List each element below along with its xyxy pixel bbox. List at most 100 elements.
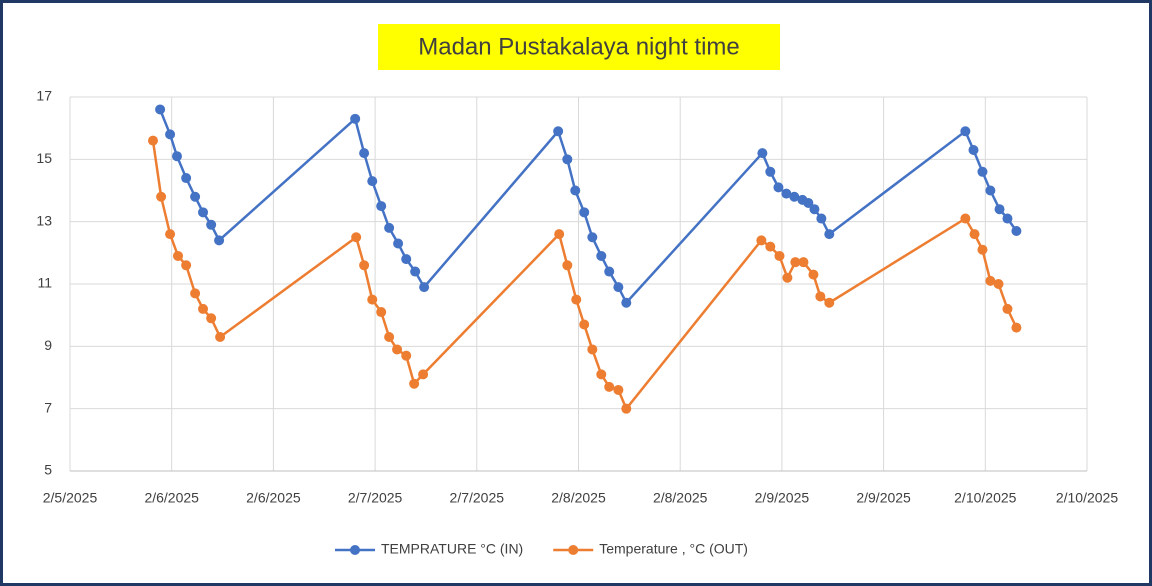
x-tick-label: 2/5/2025 xyxy=(43,490,98,506)
data-point xyxy=(171,151,182,162)
data-point xyxy=(419,282,430,293)
data-point xyxy=(570,185,581,196)
y-tick-label: 17 xyxy=(36,88,52,104)
data-point xyxy=(985,275,996,286)
x-tick-label: 2/9/2025 xyxy=(755,490,810,506)
data-point xyxy=(350,113,361,124)
data-point xyxy=(554,229,565,240)
data-point xyxy=(790,257,801,268)
data-point xyxy=(960,126,971,137)
y-tick-label: 7 xyxy=(44,399,52,415)
data-point xyxy=(587,344,598,355)
series xyxy=(147,135,1022,414)
data-point xyxy=(596,250,607,261)
data-point xyxy=(782,272,793,283)
x-tick-label: 2/7/2025 xyxy=(450,490,505,506)
data-point xyxy=(781,188,792,199)
data-point xyxy=(190,191,201,202)
data-point xyxy=(1002,213,1013,224)
y-tick-label: 11 xyxy=(37,275,52,291)
data-point xyxy=(803,197,814,208)
data-point xyxy=(418,369,429,380)
data-point xyxy=(155,104,166,115)
data-point xyxy=(376,201,387,212)
data-point xyxy=(410,266,421,277)
chart-title: Madan Pustakalaya night time xyxy=(418,33,740,60)
data-point xyxy=(773,182,784,193)
data-point xyxy=(198,303,209,314)
data-point xyxy=(392,344,403,355)
data-point xyxy=(816,213,827,224)
data-point xyxy=(384,331,395,342)
y-tick-label: 5 xyxy=(44,462,52,478)
legend-label: TEMPRATURE °C (IN) xyxy=(381,541,523,557)
data-point xyxy=(969,229,980,240)
legend-label: Temperature , °C (OUT) xyxy=(599,541,748,557)
data-point xyxy=(994,204,1005,215)
data-point xyxy=(621,297,632,308)
data-point xyxy=(765,241,776,252)
data-point xyxy=(809,204,820,215)
data-point xyxy=(1011,226,1022,237)
x-tick-label: 2/7/2025 xyxy=(348,490,403,506)
data-point xyxy=(165,229,176,240)
data-point xyxy=(993,279,1004,289)
data-point xyxy=(215,331,226,342)
data-point xyxy=(960,213,971,224)
data-point xyxy=(198,207,209,218)
data-point xyxy=(367,176,378,187)
data-point xyxy=(824,229,835,240)
data-point xyxy=(147,135,158,146)
title-highlight xyxy=(378,24,780,70)
x-tick-label: 2/10/2025 xyxy=(954,490,1016,506)
data-point xyxy=(181,173,192,184)
data-point xyxy=(815,291,826,302)
data-point xyxy=(977,244,988,255)
data-point xyxy=(384,222,395,233)
y-tick-label: 15 xyxy=(36,150,52,166)
data-point xyxy=(765,166,776,177)
data-point xyxy=(985,185,996,196)
data-point xyxy=(808,269,819,280)
data-point xyxy=(824,297,835,308)
x-tick-label: 2/6/2025 xyxy=(246,490,301,506)
data-point xyxy=(181,260,192,271)
data-point xyxy=(1002,303,1013,314)
data-point xyxy=(604,381,615,392)
data-point xyxy=(553,126,564,137)
x-tick-label: 2/8/2025 xyxy=(551,490,606,506)
x-tick-label: 2/10/2025 xyxy=(1056,490,1118,506)
data-point xyxy=(1011,322,1022,333)
data-point xyxy=(156,191,167,202)
data-point xyxy=(596,369,607,380)
data-point xyxy=(376,307,387,318)
data-point xyxy=(367,294,378,305)
data-point xyxy=(774,250,785,261)
legend-marker xyxy=(350,545,360,555)
x-tick-label: 2/8/2025 xyxy=(653,490,708,506)
data-point xyxy=(562,260,573,271)
data-point xyxy=(401,254,412,265)
x-tick-label: 2/6/2025 xyxy=(144,490,199,506)
data-point xyxy=(579,207,590,218)
data-point xyxy=(359,260,370,271)
data-point xyxy=(401,350,412,361)
x-tick-label: 2/9/2025 xyxy=(856,490,911,506)
data-point xyxy=(604,266,615,277)
y-tick-label: 9 xyxy=(44,337,52,353)
series xyxy=(155,104,1022,308)
data-point xyxy=(613,282,624,293)
data-point xyxy=(206,313,217,324)
data-point xyxy=(621,403,632,414)
data-point xyxy=(613,384,624,395)
legend-marker xyxy=(568,545,579,555)
data-point xyxy=(756,235,767,246)
y-tick-label: 13 xyxy=(36,212,52,228)
data-point xyxy=(190,288,201,299)
data-point xyxy=(757,148,768,159)
data-point xyxy=(351,232,362,243)
data-point xyxy=(165,129,176,140)
data-point xyxy=(571,294,582,305)
data-point xyxy=(587,232,598,243)
